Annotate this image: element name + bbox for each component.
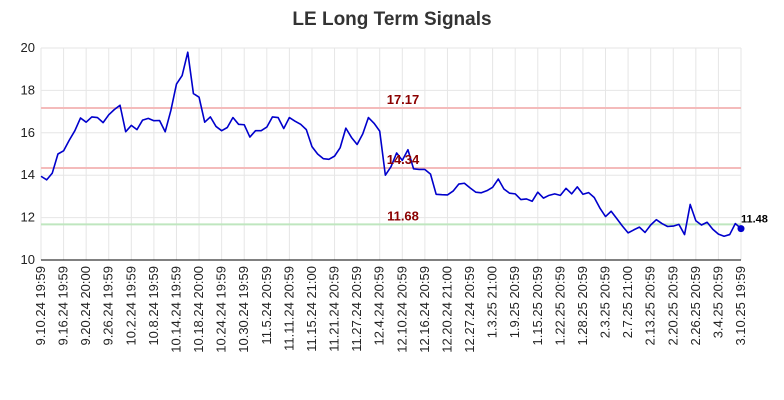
y-tick-label: 10 xyxy=(21,252,35,267)
x-tick-label: 12.16.24 20:59 xyxy=(417,266,432,353)
x-tick-label: 10.2.24 19:59 xyxy=(123,266,138,346)
reference-line-label: 17.17 xyxy=(387,92,420,107)
series-line xyxy=(40,51,742,238)
y-tick-label: 16 xyxy=(21,125,35,140)
last-value-marker xyxy=(737,225,745,233)
x-tick-label: 11.21.24 20:59 xyxy=(327,266,342,352)
x-tick-label: 1.9.25 20:59 xyxy=(507,266,522,338)
y-axis: 10 12 14 16 18 20 xyxy=(21,40,741,267)
x-tick-label: 2.20.25 20:59 xyxy=(665,266,680,346)
x-tick-label: 2.26.25 20:59 xyxy=(688,266,703,346)
x-tick-label: 11.11.24 20:59 xyxy=(281,266,296,351)
chart-title: LE Long Term Signals xyxy=(292,9,491,30)
x-tick-label: 1.15.25 20:59 xyxy=(530,266,545,346)
x-tick-label: 2.7.25 21:00 xyxy=(620,266,635,338)
x-tick-label: 10.18.24 20:00 xyxy=(191,266,206,353)
x-axis: 9.10.24 19:59 9.16.24 19:59 9.20.24 20:00 9… xyxy=(33,266,748,353)
x-tick-label: 3.10.25 19:59 xyxy=(733,266,748,346)
x-tick-label: 2.3.25 20:59 xyxy=(598,266,613,338)
x-tick-label: 12.20.24 21:00 xyxy=(439,266,454,353)
x-tick-label: 9.26.24 19:59 xyxy=(101,266,116,346)
x-tick-label: 10.30.24 19:59 xyxy=(236,266,251,353)
x-tick-label: 3.4.25 20:59 xyxy=(710,266,725,338)
y-tick-label: 12 xyxy=(21,210,35,225)
x-tick-label: 10.14.24 19:59 xyxy=(168,266,183,353)
x-tick-label: 9.10.24 19:59 xyxy=(33,266,48,346)
x-tick-label: 1.28.25 20:59 xyxy=(575,266,590,346)
x-tick-label: 1.3.25 21:00 xyxy=(485,266,500,338)
x-tick-label: 12.10.24 20:59 xyxy=(394,266,409,353)
x-tick-label: 9.16.24 19:59 xyxy=(56,266,71,346)
x-tick-label: 11.27.24 20:59 xyxy=(349,266,364,352)
x-tick-label: 10.8.24 19:59 xyxy=(146,266,161,346)
reference-line-label: 14.34 xyxy=(387,152,420,167)
reference-line-label: 11.68 xyxy=(387,208,419,223)
y-tick-label: 20 xyxy=(21,40,35,55)
data-labels: 17.17 14.34 11.68 11.48 xyxy=(387,92,768,226)
y-tick-label: 14 xyxy=(21,167,35,182)
series-group xyxy=(40,51,745,238)
x-tick-label: 2.13.25 20:59 xyxy=(643,266,658,346)
x-tick-label: 1.22.25 20:59 xyxy=(552,266,567,346)
x-tick-label: 12.27.24 20:59 xyxy=(462,266,477,353)
x-tick-label: 9.20.24 20:00 xyxy=(78,266,93,346)
x-tick-label: 12.4.24 20:59 xyxy=(372,266,387,346)
x-tick-label: 10.24.24 19:59 xyxy=(214,266,229,353)
last-value-label: 11.48 xyxy=(741,214,768,226)
y-tick-label: 18 xyxy=(21,82,35,97)
x-tick-label: 11.5.24 20:59 xyxy=(259,266,274,345)
x-tick-label: 11.15.24 21:00 xyxy=(304,266,319,352)
